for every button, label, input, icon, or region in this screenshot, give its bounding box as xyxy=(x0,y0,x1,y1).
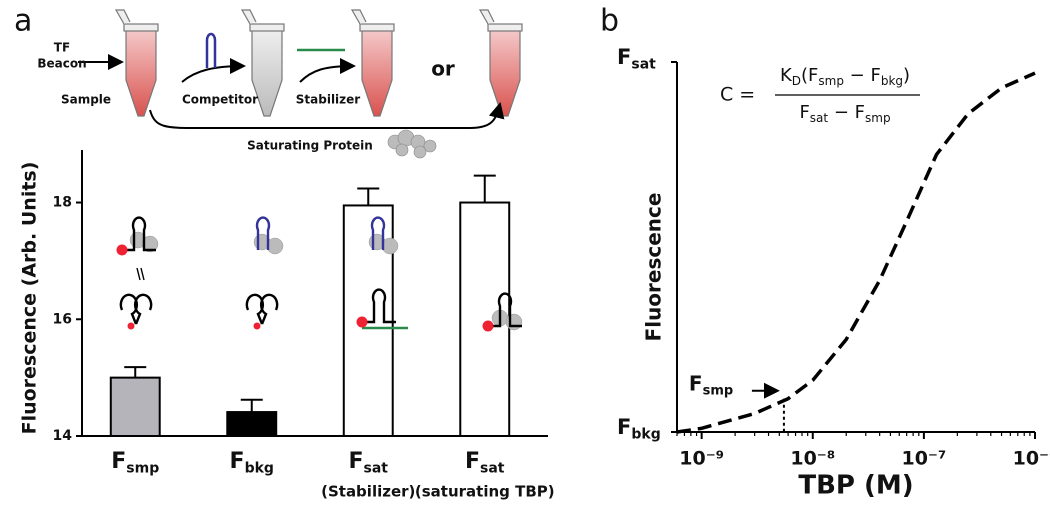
schematic-label: Competitor xyxy=(182,93,258,107)
x-tick-label: 10⁻⁸ xyxy=(790,448,835,470)
formula-denominator: Fsat − Fsmp xyxy=(799,102,890,125)
bar xyxy=(226,411,278,438)
x-axis-label: TBP (M) xyxy=(798,471,913,501)
panel-letter: a xyxy=(14,4,32,39)
formula-part: F xyxy=(799,102,809,123)
formula-part: ) xyxy=(903,65,910,86)
y-axis-label: Fluorescence (Arb. Units) xyxy=(19,162,41,435)
x-tick-label: Fsat xyxy=(465,449,505,476)
schematic-label: Stabilizer xyxy=(296,93,361,107)
x-tick-label: 10⁻⁹ xyxy=(679,448,724,470)
schematic-label: Beacon xyxy=(37,57,86,71)
bar xyxy=(109,376,161,438)
formula-part: D xyxy=(792,74,801,88)
schematic-arrows xyxy=(78,32,505,129)
formula-part: (F xyxy=(801,65,818,86)
y-axis-label: Fluorescence xyxy=(642,193,666,342)
x-tick-note: (saturating TBP) xyxy=(415,483,555,501)
y-tick-label: 18 xyxy=(53,195,72,211)
x-tick-label: 10⁻⁶ xyxy=(1013,448,1050,470)
x-tick-note: (Stabilizer) xyxy=(321,483,415,501)
marker-label: Fsmp xyxy=(689,371,733,398)
formula-part: K xyxy=(780,65,793,86)
y-tick-label: 14 xyxy=(53,428,73,444)
x-tick-label: Fsat xyxy=(348,449,388,476)
formula-part: − F xyxy=(828,102,865,123)
y-tick-label: Fbkg xyxy=(617,415,661,442)
formula-part: smp xyxy=(865,111,891,125)
formula-part: sat xyxy=(810,111,829,125)
panel-letter: b xyxy=(600,4,619,39)
tubes xyxy=(114,9,523,117)
formula-part: − F xyxy=(844,65,881,86)
hairpin-icons xyxy=(119,216,523,331)
schematic-label: TF xyxy=(54,41,70,55)
curve xyxy=(676,71,1036,434)
x-tick-label: 10⁻⁷ xyxy=(901,448,946,470)
formula-part: smp xyxy=(818,74,844,88)
protein-icon xyxy=(387,129,437,159)
x-tick-label: Fsmp xyxy=(111,449,159,476)
formula-lhs: C = xyxy=(720,84,755,106)
y-tick-label: Fsat xyxy=(617,45,656,72)
formula-part: bkg xyxy=(881,74,903,88)
fluorophore-icons xyxy=(116,244,494,332)
formula-numerator: KD(Fsmp − Fbkg) xyxy=(780,65,910,88)
x-tick-label: Fbkg xyxy=(230,449,274,476)
schematic-label: Saturating Protein xyxy=(247,139,373,153)
schematic-label: or xyxy=(431,57,455,81)
y-tick-label: 16 xyxy=(53,311,72,327)
schematic-label: Sample xyxy=(61,93,111,107)
